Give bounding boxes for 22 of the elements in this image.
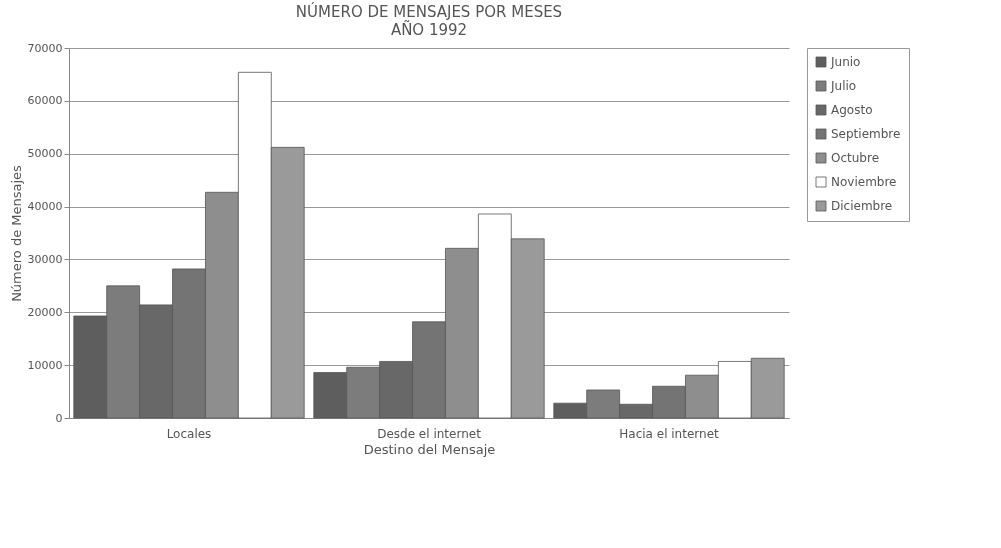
legend-label: Junio [830,55,861,69]
y-tick-label: 10000 [27,358,63,372]
x-tick-label: Hacia el internet [619,426,720,441]
legend-label: Agosto [831,103,873,117]
y-tick-label: 0 [55,411,63,425]
x-tick-label: Desde el internet [377,426,482,441]
legend-label: Septiembre [831,127,901,141]
y-tick-label: 20000 [27,305,63,319]
chart-subtitle: AÑO 1992 [390,20,468,39]
chart-title: NÚMERO DE MENSAJES POR MESES [295,2,563,21]
y-tick-label: 40000 [27,200,63,214]
y-tick-label: 70000 [27,41,63,55]
y-tick-label: 50000 [27,147,63,161]
legend-label: Noviembre [831,175,897,189]
y-tick-label: 30000 [27,252,63,266]
y-axis-title: Número de Mensajes [8,164,24,302]
legend-label: Julio [830,79,857,93]
legend-label: Diciembre [831,199,893,213]
x-axis-title: Destino del Mensaje [363,441,496,457]
legend-label: Octubre [831,151,880,165]
y-tick-label: 60000 [27,94,63,108]
x-tick-label: Locales [166,426,212,441]
